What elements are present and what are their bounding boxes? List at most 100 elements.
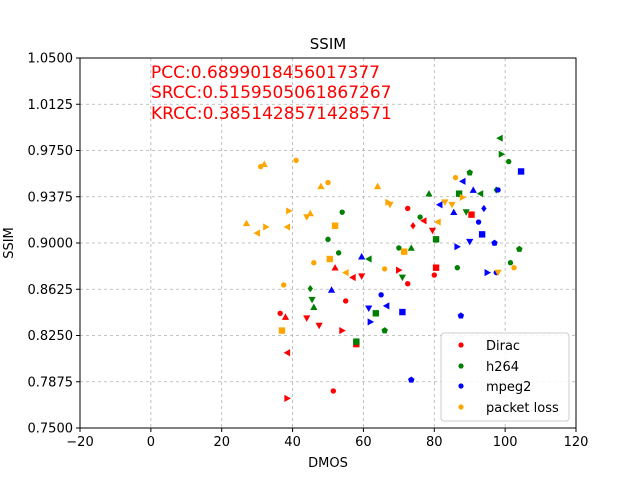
point-packet-loss <box>452 174 459 181</box>
point-mpeg2 <box>327 286 336 293</box>
point-h264 <box>455 190 463 197</box>
point-h264 <box>505 158 512 165</box>
axis-ticks: −20 0 20 40 60 80 100 120 0.7500 0.7875 0.8250 0.86… <box>28 52 589 451</box>
point-packet-loss <box>325 179 331 186</box>
point-mpeg2 <box>478 231 486 238</box>
y-tick-label: 0.9000 <box>28 237 74 252</box>
point-mpeg2 <box>367 318 375 326</box>
point-packet-loss <box>448 201 456 209</box>
y-tick-label: 0.8250 <box>28 329 74 344</box>
point-packet-loss <box>306 209 314 217</box>
point-mpeg2 <box>481 204 487 213</box>
x-tick-label: 120 <box>564 435 589 450</box>
data-points <box>242 134 525 402</box>
y-tick-label: 1.0125 <box>28 98 74 113</box>
point-h264 <box>372 310 380 317</box>
point-h264 <box>398 274 406 282</box>
point-packet-loss <box>260 160 268 167</box>
point-h264 <box>432 236 440 243</box>
point-packet-loss <box>331 222 339 229</box>
legend-marker-h264 <box>458 363 464 369</box>
point-dirac <box>420 217 427 225</box>
point-packet-loss <box>400 248 408 255</box>
point-packet-loss <box>263 223 270 231</box>
x-tick-label: 80 <box>426 435 443 450</box>
annotation-krcc: KRCC:0.3851428571428571 <box>151 104 392 124</box>
point-packet-loss <box>311 260 317 266</box>
y-tick-label: 0.9375 <box>28 190 74 205</box>
legend-marker-mpeg2 <box>458 383 464 389</box>
point-dirac <box>349 273 356 282</box>
point-packet-loss <box>281 282 287 288</box>
point-h264 <box>498 150 506 158</box>
point-packet-loss <box>434 218 441 226</box>
x-tick-label: 100 <box>493 435 518 450</box>
legend-marker-packet-loss <box>458 404 464 410</box>
point-dirac <box>277 310 283 316</box>
point-packet-loss <box>283 223 291 231</box>
point-packet-loss <box>326 255 333 263</box>
point-dirac <box>431 272 437 278</box>
point-mpeg2 <box>454 243 461 251</box>
point-h264 <box>462 209 470 216</box>
point-h264 <box>353 338 360 345</box>
point-packet-loss <box>342 269 349 277</box>
point-mpeg2 <box>358 252 366 260</box>
point-dirac <box>405 281 411 287</box>
annotation-pcc: PCC:0.6899018456017377 <box>151 63 380 83</box>
point-mpeg2 <box>459 177 466 185</box>
legend-label-mpeg2: mpeg2 <box>486 380 531 395</box>
point-mpeg2 <box>475 219 482 225</box>
point-packet-loss <box>293 157 299 164</box>
point-h264 <box>381 327 388 334</box>
x-tick-label: 40 <box>284 435 301 450</box>
point-h264 <box>425 190 433 197</box>
point-mpeg2 <box>484 269 492 277</box>
point-packet-loss <box>374 182 382 190</box>
x-tick-label: −20 <box>66 435 93 450</box>
point-h264 <box>516 245 523 252</box>
point-h264 <box>339 209 345 215</box>
point-packet-loss <box>511 264 517 271</box>
point-mpeg2 <box>450 208 458 216</box>
point-h264 <box>454 264 461 271</box>
point-dirac <box>395 266 403 274</box>
y-tick-label: 1.0500 <box>28 52 74 67</box>
point-dirac <box>283 349 291 357</box>
y-tick-label: 0.7500 <box>28 422 74 437</box>
y-tick-label: 0.7875 <box>28 375 74 390</box>
point-mpeg2 <box>382 302 390 310</box>
point-dirac <box>331 264 339 271</box>
y-tick-label: 0.8625 <box>28 283 74 298</box>
point-mpeg2 <box>469 186 477 193</box>
point-packet-loss <box>441 199 449 206</box>
point-packet-loss <box>317 182 325 190</box>
legend-marker-dirac <box>458 342 464 348</box>
point-dirac <box>315 322 323 330</box>
legend-label-packet-loss: packet loss <box>486 401 559 416</box>
point-h264 <box>308 296 316 304</box>
point-dirac <box>284 394 291 402</box>
legend-label-dirac: Dirac <box>486 339 520 354</box>
point-h264 <box>407 244 415 251</box>
point-h264 <box>396 245 402 251</box>
point-mpeg2 <box>517 168 525 175</box>
y-axis-label: SSIM <box>2 227 17 259</box>
point-mpeg2 <box>495 187 501 193</box>
point-dirac <box>410 222 416 230</box>
point-mpeg2 <box>399 308 406 316</box>
x-tick-label: 60 <box>355 435 372 450</box>
point-mpeg2 <box>408 376 415 383</box>
point-mpeg2 <box>436 201 443 209</box>
point-mpeg2 <box>365 305 373 312</box>
point-dirac <box>432 264 440 271</box>
x-axis-label: DMOS <box>308 456 348 471</box>
point-dirac <box>303 315 311 322</box>
point-packet-loss <box>253 229 261 237</box>
point-h264 <box>365 255 372 263</box>
legend-box <box>440 332 570 422</box>
point-packet-loss <box>386 201 394 209</box>
point-dirac <box>428 227 437 235</box>
point-packet-loss <box>286 207 293 215</box>
